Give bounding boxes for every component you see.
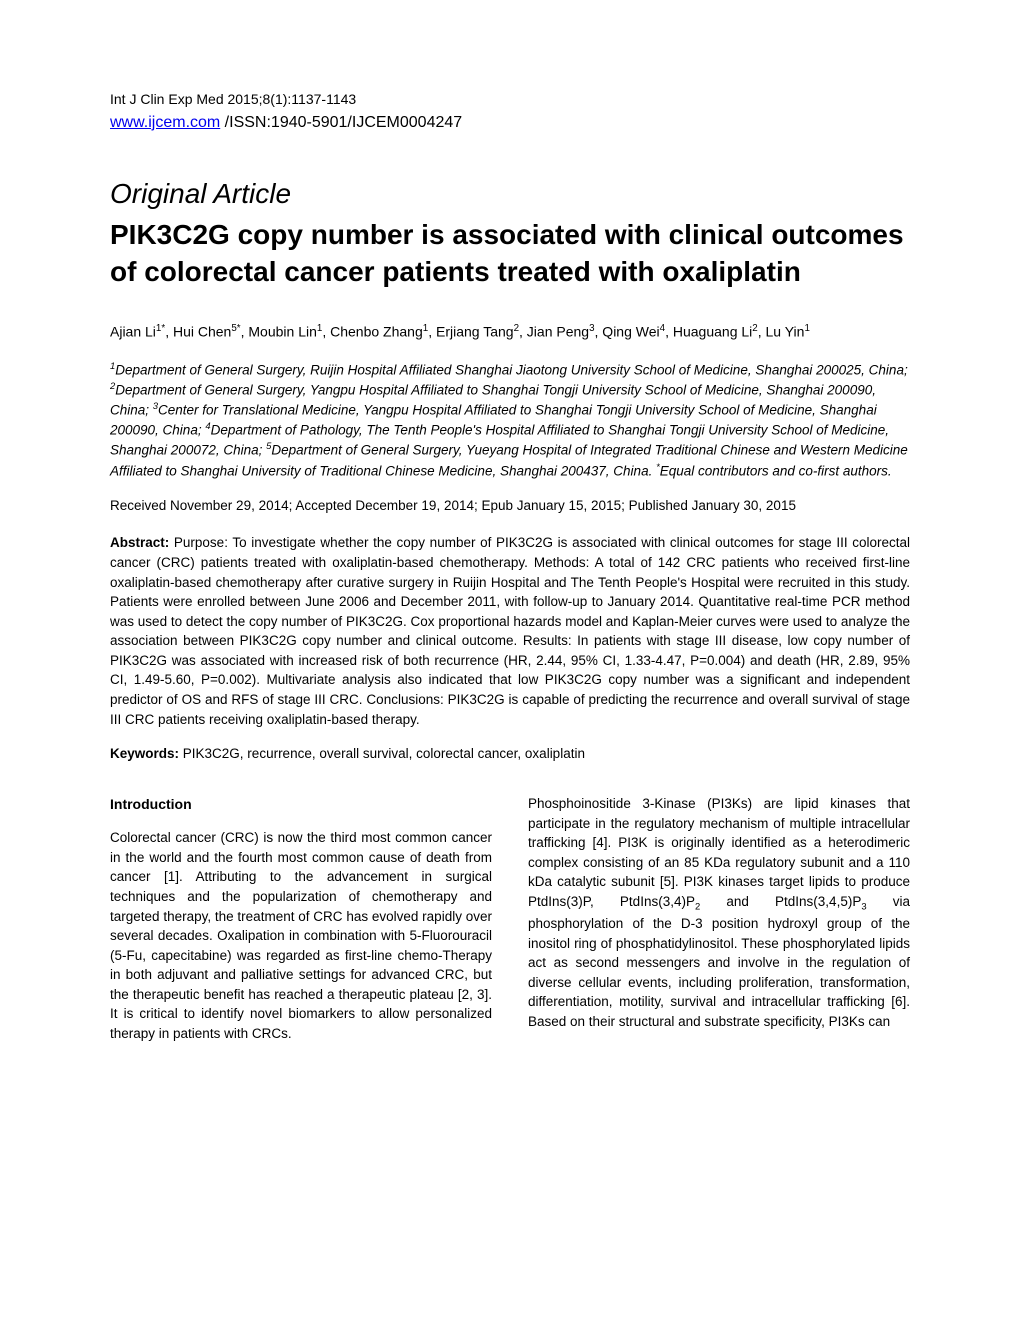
body-columns: Introduction Colorectal cancer (CRC) is … — [110, 794, 910, 1043]
intro-paragraph-2: Phosphoinositide 3-Kinase (PI3Ks) are li… — [528, 794, 910, 1032]
keywords-label: Keywords: — [110, 746, 179, 761]
authors-list: Ajian Li1*, Hui Chen5*, Moubin Lin1, Che… — [110, 322, 910, 342]
abstract-text: Purpose: To investigate whether the copy… — [110, 535, 910, 726]
article-type: Original Article — [110, 174, 910, 213]
abstract-label: Abstract: — [110, 535, 169, 550]
abstract: Abstract: Purpose: To investigate whethe… — [110, 533, 910, 729]
publication-dates: Received November 29, 2014; Accepted Dec… — [110, 497, 910, 516]
journal-citation: Int J Clin Exp Med 2015;8(1):1137-1143 — [110, 90, 910, 110]
intro-paragraph-1: Colorectal cancer (CRC) is now the third… — [110, 828, 492, 1043]
header-link-row: www.ijcem.com /ISSN:1940-5901/IJCEM00042… — [110, 112, 910, 134]
journal-link[interactable]: www.ijcem.com — [110, 114, 220, 131]
column-right: Phosphoinositide 3-Kinase (PI3Ks) are li… — [528, 794, 910, 1043]
intro-heading: Introduction — [110, 794, 492, 814]
keywords-text: PIK3C2G, recurrence, overall survival, c… — [179, 746, 585, 761]
article-title: PIK3C2G copy number is associated with c… — [110, 217, 910, 290]
column-left: Introduction Colorectal cancer (CRC) is … — [110, 794, 492, 1043]
affiliations: 1Department of General Surgery, Ruijin H… — [110, 360, 910, 480]
keywords: Keywords: PIK3C2G, recurrence, overall s… — [110, 745, 910, 764]
issn-text: /ISSN:1940-5901/IJCEM0004247 — [220, 114, 462, 131]
